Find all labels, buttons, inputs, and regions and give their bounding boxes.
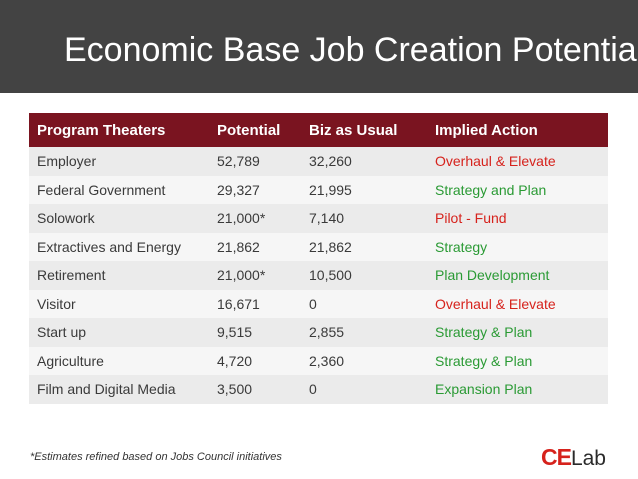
table-header-row: Program Theaters Potential Biz as Usual … (29, 113, 608, 147)
table-row: Start up 9,515 2,855 Strategy & Plan (29, 318, 608, 347)
cell-program-theater: Federal Government (29, 175, 209, 204)
cell-biz-as-usual: 2,360 (301, 346, 427, 375)
cell-program-theater: Retirement (29, 261, 209, 290)
cell-potential: 21,000* (209, 261, 301, 290)
cell-potential: 29,327 (209, 175, 301, 204)
cell-biz-as-usual: 0 (301, 289, 427, 318)
cell-program-theater: Agriculture (29, 346, 209, 375)
cell-implied-action: Plan Development (427, 261, 608, 290)
table-row: Film and Digital Media 3,500 0 Expansion Pl… (29, 375, 608, 404)
cell-program-theater: Visitor (29, 289, 209, 318)
cell-program-theater: Solowork (29, 204, 209, 233)
column-header-biz-as-usual: Biz as Usual (301, 113, 427, 147)
cell-biz-as-usual: 32,260 (301, 147, 427, 176)
cell-potential: 9,515 (209, 318, 301, 347)
logo-lab: Lab (570, 447, 606, 470)
cell-potential: 21,862 (209, 232, 301, 261)
cell-implied-action: Strategy and Plan (427, 175, 608, 204)
cell-program-theater: Employer (29, 147, 209, 176)
cell-biz-as-usual: 0 (301, 375, 427, 404)
cell-implied-action: Pilot - Fund (427, 204, 608, 233)
cell-biz-as-usual: 7,140 (301, 204, 427, 233)
table-row: Agriculture 4,720 2,360 Strategy & Plan (29, 346, 608, 375)
cell-potential: 4,720 (209, 346, 301, 375)
cell-biz-as-usual: 21,995 (301, 175, 427, 204)
table-row: Retirement 21,000* 10,500 Plan Development (29, 261, 608, 290)
cell-program-theater: Start up (29, 318, 209, 347)
column-header-potential: Potential (209, 113, 301, 147)
cell-program-theater: Film and Digital Media (29, 375, 209, 404)
cell-program-theater: Extractives and Energy (29, 232, 209, 261)
column-header-implied-action: Implied Action (427, 113, 608, 147)
cell-potential: 3,500 (209, 375, 301, 404)
cell-biz-as-usual: 10,500 (301, 261, 427, 290)
cell-potential: 52,789 (209, 147, 301, 176)
column-header-program-theaters: Program Theaters (29, 113, 209, 147)
cell-implied-action: Strategy (427, 232, 608, 261)
cell-implied-action: Overhaul & Elevate (427, 147, 608, 176)
cell-implied-action: Expansion Plan (427, 375, 608, 404)
slide-title: Economic Base Job Creation Potential (64, 31, 638, 69)
cell-potential: 16,671 (209, 289, 301, 318)
celab-logo: CELab (541, 444, 606, 471)
cell-implied-action: Overhaul & Elevate (427, 289, 608, 318)
logo-ce: CE (541, 444, 572, 470)
table-row: Extractives and Energy 21,862 21,862 Strate… (29, 232, 608, 261)
table-row: Employer 52,789 32,260 Overhaul & Elevate (29, 147, 608, 176)
cell-potential: 21,000* (209, 204, 301, 233)
cell-implied-action: Strategy & Plan (427, 318, 608, 347)
table-body: Employer 52,789 32,260 Overhaul & Elevate Fe… (29, 147, 608, 404)
table-row: Solowork 21,000* 7,140 Pilot - Fund (29, 204, 608, 233)
title-bar: Economic Base Job Creation Potential (0, 0, 638, 93)
table-row: Federal Government 29,327 21,995 Strategy a… (29, 175, 608, 204)
job-creation-table: Program Theaters Potential Biz as Usual … (29, 113, 608, 404)
table-row: Visitor 16,671 0 Overhaul & Elevate (29, 289, 608, 318)
cell-biz-as-usual: 21,862 (301, 232, 427, 261)
footnote: *Estimates refined based on Jobs Council… (30, 451, 282, 463)
cell-implied-action: Strategy & Plan (427, 346, 608, 375)
cell-biz-as-usual: 2,855 (301, 318, 427, 347)
